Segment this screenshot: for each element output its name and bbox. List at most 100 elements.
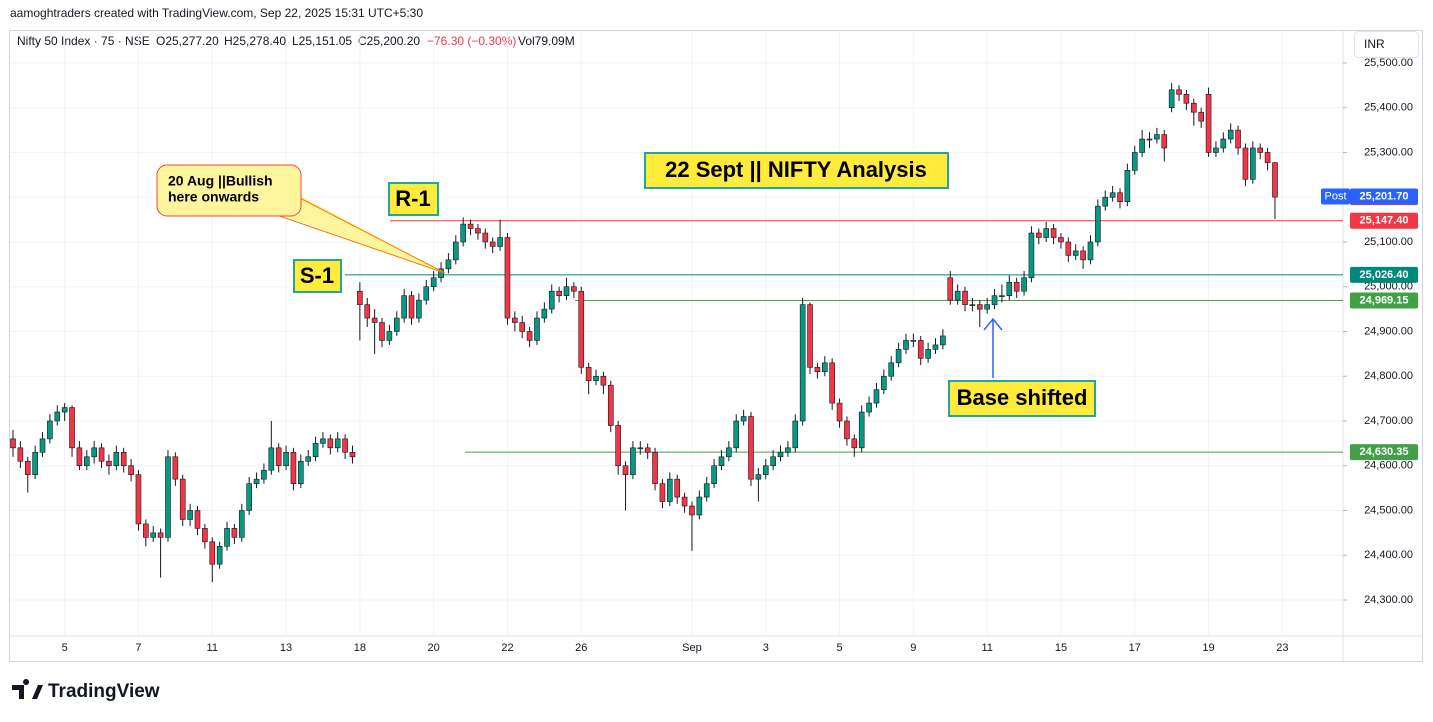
candle-body (438, 268, 444, 279)
candle-body (1205, 93, 1212, 153)
title-box (644, 152, 949, 189)
candle-body (10, 438, 16, 449)
candle-body (275, 447, 282, 467)
candle-body (312, 443, 319, 458)
candle-body (106, 460, 112, 467)
candle-body (1028, 232, 1035, 279)
candle-body (430, 277, 437, 288)
candle-body (762, 465, 769, 475)
candle-body (858, 411, 865, 449)
candle-body (1198, 111, 1204, 122)
level-price-box (1350, 292, 1418, 309)
x-tick-label: 23 (1276, 642, 1288, 654)
candle-body (1139, 138, 1145, 153)
candle-body (1050, 228, 1057, 238)
s1-box (293, 259, 342, 293)
candle-body (1131, 152, 1138, 171)
candle-body (1154, 134, 1160, 140)
candle-body (1220, 138, 1227, 149)
candle-body (32, 452, 38, 475)
candle-body (91, 447, 97, 458)
level-price-label: 24,630.35 (1360, 446, 1409, 458)
candle-body (888, 362, 895, 377)
y-tick-label: 24,500.00 (1364, 504, 1413, 516)
candle-body (696, 496, 703, 516)
low: L25,151.05 (292, 34, 352, 48)
candle-body (379, 322, 385, 341)
candle-body (216, 545, 223, 565)
currency[interactable]: INR (1364, 37, 1385, 51)
y-tick-label: 24,300.00 (1364, 594, 1413, 606)
x-tick-label: 5 (62, 642, 68, 654)
candle-body (349, 452, 356, 458)
y-tick-label: 24,400.00 (1364, 549, 1413, 561)
candle-body (637, 447, 644, 450)
candle-body (541, 308, 548, 319)
candle-body (1257, 147, 1264, 153)
candle-body (903, 340, 909, 350)
candle-body (467, 223, 474, 229)
candle-body (799, 304, 806, 422)
candle-body (917, 340, 924, 359)
level-price-box (1350, 266, 1418, 283)
candle-body (298, 460, 304, 484)
candle-body (1095, 205, 1101, 243)
candle-body (740, 416, 747, 422)
candle-body (814, 366, 821, 373)
candle-body (925, 349, 931, 359)
logo: TradingView (12, 679, 160, 702)
candle-body (807, 304, 813, 368)
y-tick-label: 25,500.00 (1364, 57, 1413, 69)
level-price-box (1350, 212, 1418, 229)
logo-text: TradingView (48, 681, 160, 702)
x-tick-label: 9 (910, 642, 916, 654)
candle-body (866, 402, 872, 413)
candle-body (47, 420, 53, 440)
candle-body (785, 447, 791, 453)
candle-body (548, 290, 555, 310)
logo-mark (12, 679, 43, 699)
close: C25,200.20 (358, 34, 420, 48)
candle-body (364, 304, 371, 319)
candle-body (246, 483, 252, 511)
x-tick-label: 26 (575, 642, 587, 654)
currency-button[interactable] (1354, 31, 1419, 58)
candle-body (165, 456, 171, 538)
candle-body (202, 528, 208, 543)
candle-body (1235, 129, 1241, 149)
candle-body (644, 447, 651, 453)
candle-body (305, 456, 312, 462)
candle-body (504, 237, 511, 319)
candle-body (489, 241, 496, 247)
candle-body (777, 452, 784, 458)
candle-body (1102, 196, 1109, 207)
candle-body (1161, 134, 1168, 149)
candle-body (98, 447, 105, 462)
base-box (948, 380, 1096, 417)
candle-body (991, 295, 998, 305)
candle-body (283, 452, 289, 467)
y-tick-label: 25,000.00 (1364, 281, 1413, 293)
candle-body (674, 478, 681, 498)
candle-body (327, 438, 334, 449)
callout-pointer (268, 190, 445, 273)
post-price-label: 25,201.70 (1360, 190, 1409, 202)
header: aamoghtraders created with TradingView.c… (10, 6, 423, 20)
y-tick-label: 25,400.00 (1364, 102, 1413, 114)
candle-body (836, 402, 843, 422)
candle-body (881, 375, 887, 390)
candle-body (135, 474, 142, 525)
candle-body (1176, 89, 1182, 95)
candle-body (357, 290, 363, 305)
candle-body (969, 304, 976, 306)
candle-body (585, 366, 592, 382)
candle-body (460, 223, 466, 243)
candle-body (1168, 89, 1175, 109)
candle-body (1183, 93, 1190, 104)
candle-body (526, 331, 533, 341)
candle-body (54, 411, 61, 422)
candle-body (1058, 237, 1064, 243)
x-tick-label: 18 (354, 642, 366, 654)
candle-body (962, 290, 968, 305)
x-tick-label: Sep (682, 642, 702, 654)
